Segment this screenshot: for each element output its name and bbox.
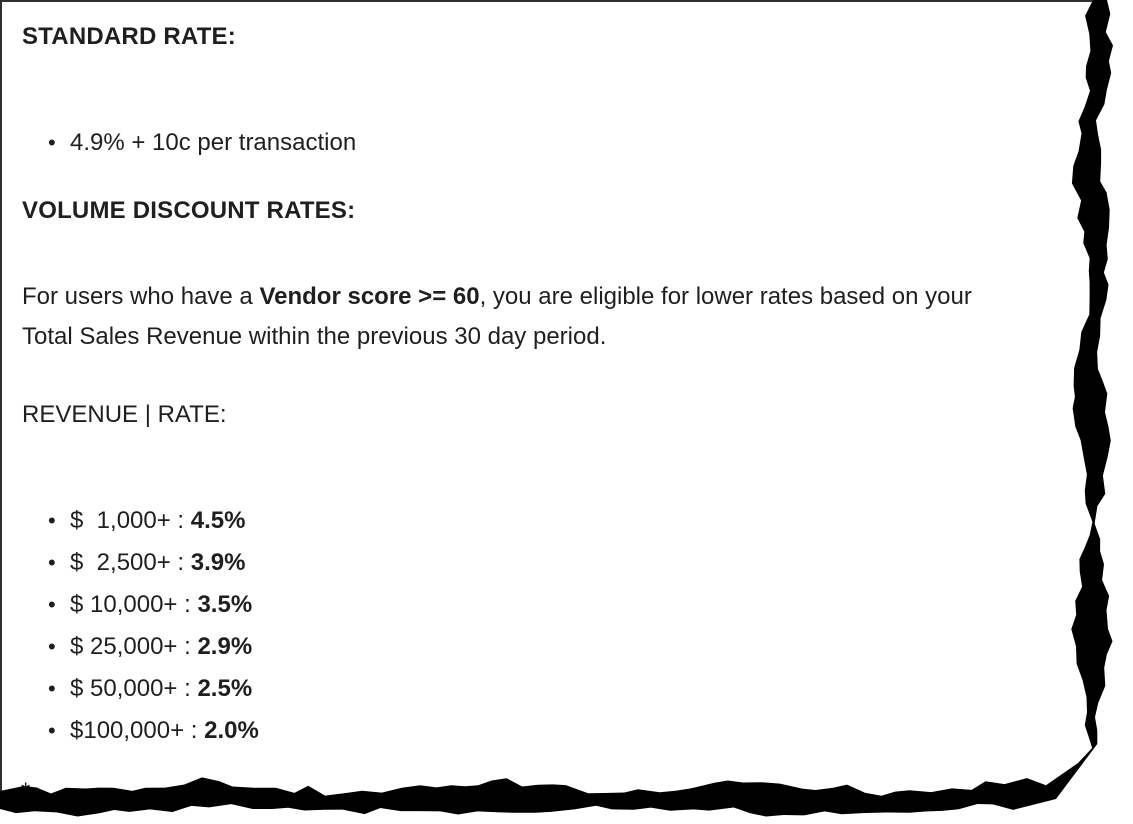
rate-item: $100,000+ : 2.0% [22, 710, 259, 752]
rate-value: 3.5% [197, 591, 253, 618]
rate-separator: : [184, 717, 205, 744]
rate-value: 2.9% [197, 633, 253, 660]
paragraph-text: For users who have a [22, 283, 260, 310]
revenue-amount: $ 10,000+ [70, 591, 178, 618]
bullet-marker-icon [48, 668, 62, 710]
revenue-amount: $ 2,500+ [70, 549, 171, 576]
rate-value: 2.5% [197, 675, 253, 702]
bullet-marker-icon [48, 710, 62, 752]
rate-item: $ 10,000+ : 3.5% [22, 584, 259, 626]
bullet-marker-icon [48, 500, 62, 542]
paragraph-text: , you are eligible for lower rates based… [479, 283, 972, 310]
revenue-amount: $ 50,000+ [70, 675, 178, 702]
rate-item: $ 50,000+ : 2.5% [22, 668, 259, 710]
rate-separator: : [177, 591, 198, 618]
standard-rate-list: 4.9% + 10c per transaction [22, 127, 356, 159]
heading-standard-rate: STANDARD RATE: [22, 23, 236, 50]
revenue-rate-label: REVENUE | RATE: [22, 401, 227, 428]
revenue-amount: $100,000+ [70, 717, 185, 744]
vendor-score-condition: Vendor score >= 60 [259, 283, 480, 310]
rate-separator: : [170, 507, 191, 534]
list-item: 4.9% + 10c per transaction [22, 127, 356, 159]
rate-item: $ 25,000+ : 2.9% [22, 626, 259, 668]
rate-separator: : [170, 549, 191, 576]
paragraph-text: Total Sales Revenue within the previous … [22, 323, 607, 350]
eligibility-paragraph: For users who have a Vendor score >= 60,… [22, 277, 1077, 357]
rate-separator: : [177, 633, 198, 660]
bullet-marker-icon [48, 127, 62, 159]
heading-volume-discount: VOLUME DISCOUNT RATES: [22, 197, 356, 224]
bullet-marker-icon [48, 584, 62, 626]
revenue-amount: $ 25,000+ [70, 633, 178, 660]
rate-value: 4.5% [190, 507, 246, 534]
standard-rate-text: 4.9% + 10c per transaction [70, 129, 357, 156]
rate-value: 3.9% [190, 549, 246, 576]
footnote-asterisk: * [21, 778, 31, 805]
rate-separator: : [177, 675, 198, 702]
bullet-marker-icon [48, 542, 62, 584]
revenue-amount: $ 1,000+ [70, 507, 171, 534]
rate-list: $ 1,000+ : 4.5% $ 2,500+ : 3.9% $ 10,000… [22, 500, 259, 752]
rate-item: $ 1,000+ : 4.5% [22, 500, 259, 542]
bullet-marker-icon [48, 626, 62, 668]
rate-value: 2.0% [204, 717, 259, 744]
rate-item: $ 2,500+ : 3.9% [22, 542, 259, 584]
